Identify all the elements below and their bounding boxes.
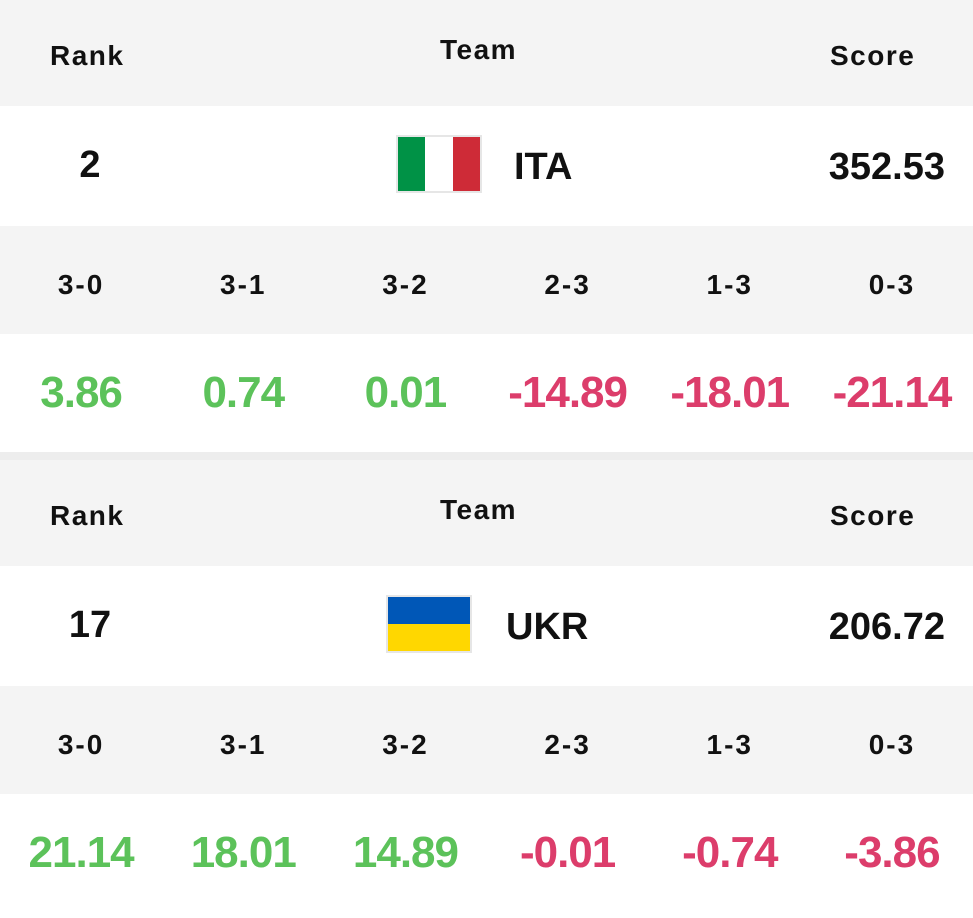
point-change: 0.74	[202, 368, 285, 417]
ukraine-flag-icon	[386, 595, 472, 653]
outcome-label: 1-3	[706, 269, 753, 300]
team-row: 2 ITA 352.53	[0, 106, 973, 226]
outcome-values-row: 3.86 0.74 0.01 -14.89 -18.01 -21.14	[0, 334, 973, 452]
point-change: 21.14	[28, 828, 135, 877]
rank-header: Rank	[50, 40, 125, 71]
score-value: 206.72	[828, 606, 945, 648]
score-header: Score	[830, 40, 916, 71]
point-change: -0.74	[682, 828, 778, 877]
outcome-label: 3-1	[220, 729, 267, 760]
outcome-label: 0-3	[868, 729, 916, 760]
rank-header: Rank	[50, 500, 125, 531]
rank-value: 2	[79, 144, 101, 186]
team-header: Team	[440, 494, 518, 525]
table-header: Rank Team Score	[0, 460, 973, 566]
outcome-header-row: 3-0 3-1 3-2 2-3 1-3 0-3	[0, 226, 973, 334]
team-code: UKR	[506, 606, 589, 648]
outcome-label: 3-2	[382, 729, 429, 760]
point-change: 14.89	[352, 828, 459, 877]
rank-value: 17	[68, 604, 112, 646]
outcome-label: 3-0	[57, 269, 105, 300]
outcome-values-row: 21.14 18.01 14.89 -0.01 -0.74 -3.86	[0, 794, 973, 912]
card-divider	[0, 452, 973, 460]
outcome-label: 3-1	[220, 269, 267, 300]
outcome-label: 0-3	[868, 269, 916, 300]
italy-flag-icon	[396, 135, 482, 193]
team-row: 17 UKR 206.72	[0, 566, 973, 686]
point-change: 18.01	[190, 828, 297, 877]
point-change: -14.89	[508, 368, 628, 417]
outcome-header-row: 3-0 3-1 3-2 2-3 1-3 0-3	[0, 686, 973, 794]
outcome-label: 2-3	[544, 729, 591, 760]
point-change: -0.01	[519, 828, 616, 877]
outcome-label: 3-2	[382, 269, 429, 300]
point-change: 0.01	[364, 368, 448, 417]
outcome-label: 2-3	[544, 269, 591, 300]
team-header: Team	[440, 34, 518, 65]
outcome-label: 1-3	[706, 729, 753, 760]
outcome-label: 3-0	[57, 729, 105, 760]
team-card-ukr: Rank Team Score 17 UKR 206.72 3-0 3-1 3-…	[0, 460, 973, 912]
team-card-ita: Rank Team Score 2 ITA 352.53 3-0 3-1 3-2…	[0, 0, 973, 452]
point-change: 3.86	[40, 368, 123, 417]
score-value: 352.53	[828, 146, 945, 188]
team-code: ITA	[514, 146, 573, 188]
point-change: -18.01	[670, 368, 790, 417]
point-change: -3.86	[844, 828, 940, 877]
table-header: Rank Team Score	[0, 0, 973, 106]
point-change: -21.14	[832, 368, 953, 417]
score-header: Score	[830, 500, 916, 531]
